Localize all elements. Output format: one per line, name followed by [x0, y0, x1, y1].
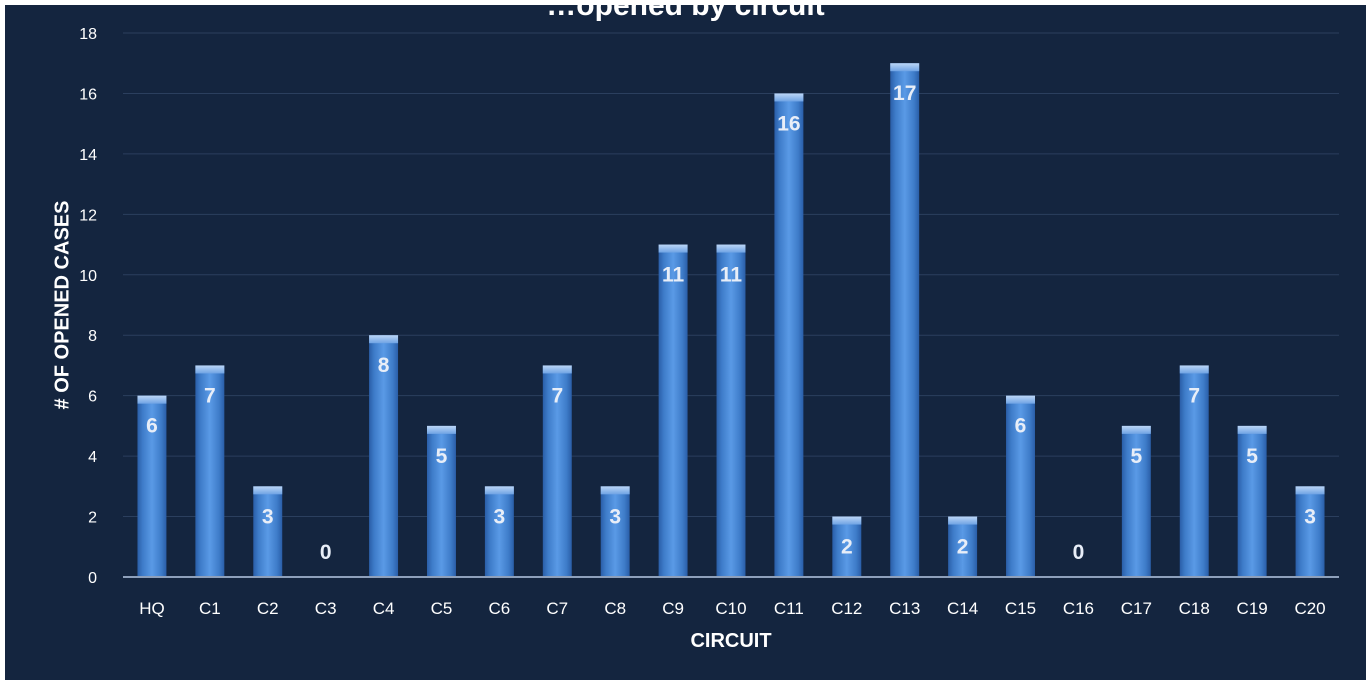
data-label: 3: [1304, 505, 1316, 528]
bar-cap: [137, 395, 167, 404]
data-label: 11: [720, 264, 743, 287]
x-tick-label: C15: [1005, 599, 1036, 618]
bar-c18: [1179, 365, 1209, 577]
data-label: 5: [1246, 445, 1258, 468]
x-tick-label: C4: [373, 599, 395, 618]
bar-c11: [774, 93, 804, 577]
x-axis-title: CIRCUIT: [690, 630, 771, 652]
data-label: 0: [1073, 541, 1085, 564]
x-tick-label: C19: [1237, 599, 1268, 618]
bar-cap: [195, 365, 225, 374]
bar-cap: [1237, 425, 1267, 434]
bar-c1: [195, 365, 225, 577]
x-tick-label: C7: [546, 599, 568, 618]
data-label: 7: [1188, 384, 1200, 407]
bar-cap: [1295, 486, 1325, 495]
bar-c6: [484, 486, 514, 577]
x-axis-ticks: HQ C1 C2 C3 C4 C5 C6 C7 C8 C9 C10 C11 C12 C13 C14 C15 C1…: [139, 599, 1325, 618]
data-label: 3: [494, 505, 506, 528]
data-label: 16: [777, 112, 800, 135]
data-label: 3: [609, 505, 621, 528]
bar-c17: [1121, 425, 1151, 577]
bar-c10: [716, 244, 746, 578]
bar-cap: [1121, 425, 1151, 434]
bar-cap: [484, 486, 514, 495]
y-tick-label: 10: [79, 268, 97, 285]
bar-cap: [1179, 365, 1209, 374]
y-tick-label: 14: [79, 147, 97, 164]
data-label: 5: [1130, 445, 1142, 468]
y-tick-label: 0: [88, 570, 97, 587]
bar-c5: [427, 425, 456, 577]
y-axis-title: # OF OPENED CASES: [51, 201, 73, 410]
bar-cap: [716, 244, 746, 253]
x-tick-label: C13: [889, 599, 920, 618]
y-tick-label: 4: [88, 449, 97, 466]
y-tick-label: 12: [79, 207, 97, 224]
data-label: 7: [551, 384, 563, 407]
y-tick-label: 16: [79, 86, 97, 103]
x-tick-label: C12: [831, 599, 862, 618]
bar-c12: [832, 516, 862, 577]
bar-cap: [600, 486, 630, 495]
data-label: 0: [320, 541, 332, 564]
x-tick-label: C1: [199, 599, 221, 618]
bar-cap: [658, 244, 688, 253]
data-label: 5: [436, 445, 448, 468]
data-label: 17: [893, 82, 916, 105]
x-tick-label: C11: [774, 599, 804, 618]
x-tick-label: HQ: [139, 599, 165, 618]
data-label: 6: [146, 415, 158, 438]
data-label: 2: [841, 536, 853, 559]
bar-cap: [369, 335, 399, 344]
bar-chart: 0 2 4 6 8 10 12 14 16 18 6 7 3 0 8 5 3 7 3 11 11 16 2 17 2 6 0 5 7 5…: [51, 26, 1339, 652]
x-tick-label: C8: [604, 599, 626, 618]
data-label: 3: [262, 505, 274, 528]
bar-c14: [948, 516, 978, 577]
bar-c2: [253, 486, 283, 577]
bar-c9: [658, 244, 688, 578]
y-axis-ticks: 0 2 4 6 8 10 12 14 16 18: [79, 26, 97, 587]
x-tick-label: C9: [662, 599, 684, 618]
bar-c15: [1006, 395, 1035, 577]
x-tick-label: C20: [1294, 599, 1325, 618]
bar-cap: [1006, 395, 1035, 404]
bar-c4: [369, 335, 399, 577]
bar-c7: [542, 365, 572, 577]
data-label: 7: [204, 384, 216, 407]
y-tick-label: 18: [79, 26, 97, 43]
x-tick-label: C6: [489, 599, 511, 618]
y-tick-label: 8: [88, 328, 97, 345]
chart-panel: …opened by circuit 0 2 4 6 8 10 12 14 16 18 6 7 3 0 8…: [5, 5, 1366, 680]
x-tick-label: C5: [431, 599, 453, 618]
bar-c13: [890, 63, 920, 577]
x-tick-label: C18: [1179, 599, 1210, 618]
data-label: 8: [378, 354, 390, 377]
data-label: 2: [957, 536, 969, 559]
y-tick-label: 6: [88, 389, 97, 406]
bar-cap: [253, 486, 283, 495]
x-tick-label: C17: [1121, 599, 1152, 618]
bar-c19: [1237, 425, 1267, 577]
bar-cap: [427, 425, 456, 434]
data-label: 6: [1015, 415, 1027, 438]
x-tick-label: C16: [1063, 599, 1094, 618]
x-tick-label: C3: [315, 599, 337, 618]
bar-c8: [600, 486, 630, 577]
data-label: 11: [662, 264, 685, 287]
x-tick-label: C2: [257, 599, 279, 618]
chart-title: …opened by circuit: [546, 5, 825, 22]
bar-cap: [832, 516, 862, 525]
bar-cap: [890, 63, 920, 72]
bar-cap: [774, 93, 804, 102]
bar-cap: [948, 516, 978, 525]
bar-c20: [1295, 486, 1325, 577]
bars: 6 7 3 0 8 5 3 7 3 11 11 16 2 17 2 6 0 5 7 5 3: [137, 63, 1325, 578]
x-tick-label: C10: [715, 599, 746, 618]
x-tick-label: C14: [947, 599, 978, 618]
y-tick-label: 2: [88, 510, 97, 527]
bar-cap: [542, 365, 572, 374]
bar-hq: [137, 395, 167, 577]
